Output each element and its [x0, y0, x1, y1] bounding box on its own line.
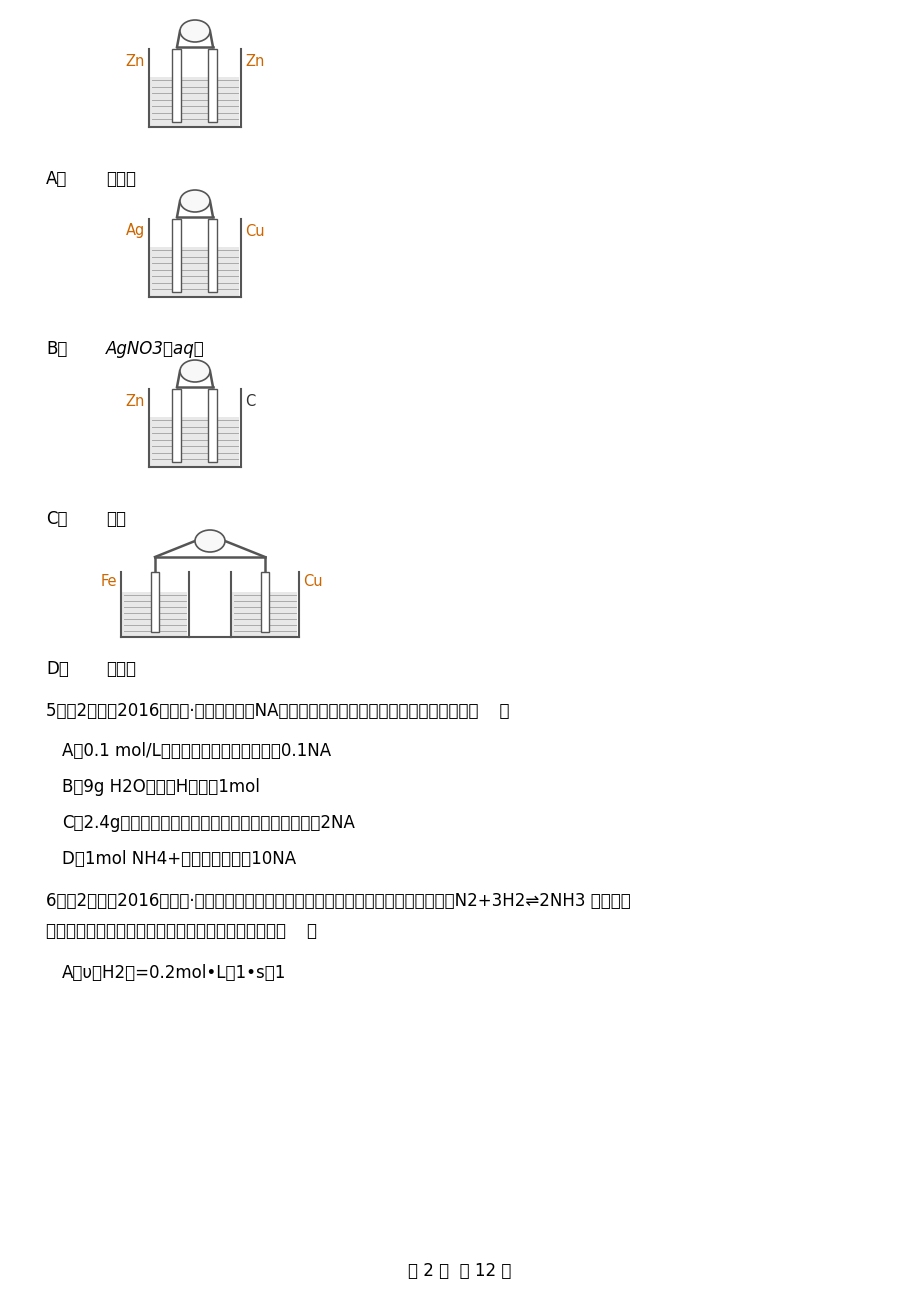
Bar	[122, 592, 187, 635]
Text: C．2.4g金属镁与足量的盐酸反应，生成氢分子数目为2NA: C．2.4g金属镁与足量的盐酸反应，生成氢分子数目为2NA	[62, 814, 355, 832]
Text: AgNO3（aq）: AgNO3（aq）	[106, 340, 205, 358]
Bar	[173, 389, 181, 462]
Text: C: C	[244, 393, 255, 409]
Text: B．9g H2O中含有H数目为1mol: B．9g H2O中含有H数目为1mol	[62, 779, 259, 796]
Bar	[151, 417, 239, 466]
Text: 同时间内测定的结果判断，生成氨气的速率最快的是（    ）: 同时间内测定的结果判断，生成氨气的速率最快的是（ ）	[46, 922, 317, 940]
Ellipse shape	[180, 359, 210, 381]
Text: Cu: Cu	[244, 224, 265, 238]
Text: 5．（2分）（2016高一上·庆阳期中）用NA表示阿伏伽德罗常数，下列叙述中正确的是（    ）: 5．（2分）（2016高一上·庆阳期中）用NA表示阿伏伽德罗常数，下列叙述中正确…	[46, 702, 509, 720]
Text: A．0.1 mol/L稀硫酸中含有硫酸根数目为0.1NA: A．0.1 mol/L稀硫酸中含有硫酸根数目为0.1NA	[62, 742, 331, 760]
Ellipse shape	[195, 530, 225, 552]
Text: Zn: Zn	[126, 53, 145, 69]
Text: Cu: Cu	[302, 574, 323, 590]
Bar	[151, 247, 239, 296]
Text: Zn: Zn	[244, 53, 264, 69]
Text: 6．（2分）（2016高二下·城固期末）在四个不同的容器中，在不同条件下进行反应：N2+3H2⇌2NH3 根据在相: 6．（2分）（2016高二下·城固期末）在四个不同的容器中，在不同条件下进行反应…	[46, 892, 630, 910]
Bar	[151, 572, 159, 631]
Bar	[209, 49, 217, 122]
Text: B．: B．	[46, 340, 67, 358]
Text: Ag: Ag	[126, 224, 145, 238]
Text: 蔗糖: 蔗糖	[106, 510, 126, 529]
Text: 稀硫酸: 稀硫酸	[106, 171, 136, 187]
Text: A．: A．	[46, 171, 67, 187]
Text: Fe: Fe	[100, 574, 117, 590]
Ellipse shape	[180, 20, 210, 42]
Bar	[173, 49, 181, 122]
Text: 稀硫酸: 稀硫酸	[106, 660, 136, 678]
Bar	[151, 77, 239, 126]
Text: C．: C．	[46, 510, 67, 529]
Bar	[233, 592, 297, 635]
Bar	[209, 389, 217, 462]
Text: D．: D．	[46, 660, 69, 678]
Bar	[173, 219, 181, 292]
Bar	[261, 572, 268, 631]
Ellipse shape	[180, 190, 210, 212]
Text: A．υ（H2）=0.2mol•L－1•s－1: A．υ（H2）=0.2mol•L－1•s－1	[62, 963, 286, 982]
Text: 第 2 页  共 12 页: 第 2 页 共 12 页	[408, 1262, 511, 1280]
Text: Zn: Zn	[126, 393, 145, 409]
Text: D．1mol NH4+中含有电子数为10NA: D．1mol NH4+中含有电子数为10NA	[62, 850, 296, 868]
Bar	[209, 219, 217, 292]
